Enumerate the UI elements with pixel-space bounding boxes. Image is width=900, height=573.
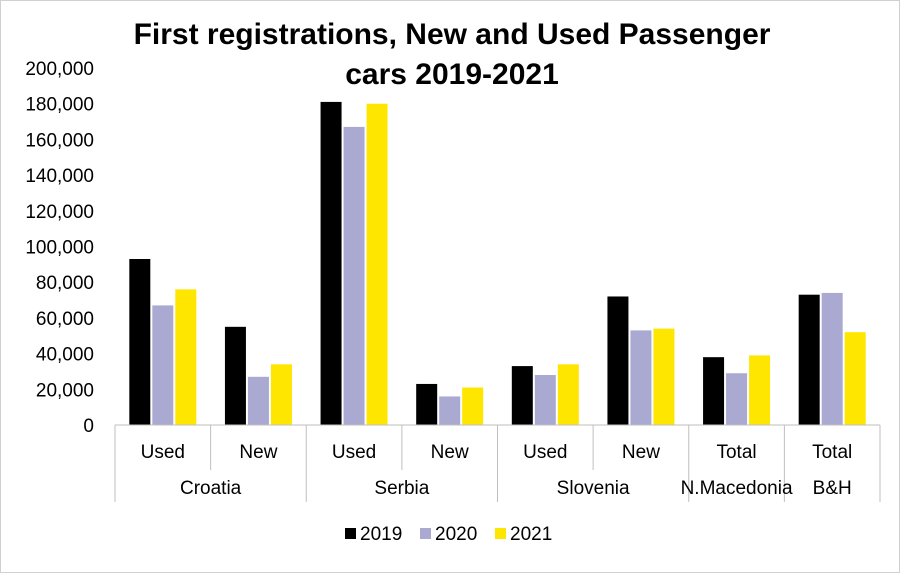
bar-2020 [821, 292, 843, 425]
y-tick-label: 60,000 [36, 309, 94, 330]
y-tick-label: 180,000 [25, 95, 94, 116]
legend-label-2021: 2021 [510, 524, 552, 545]
x-category-label: Used [523, 442, 567, 463]
x-group-label: Slovenia [557, 478, 630, 499]
y-tick-label: 160,000 [25, 130, 94, 151]
bar-2020 [534, 375, 556, 425]
chart-title-line-1: First registrations, New and Used Passen… [134, 18, 771, 51]
bar-2019 [607, 296, 629, 425]
x-group-label: Serbia [374, 478, 429, 499]
bar-2020 [247, 376, 269, 425]
y-tick-label: 140,000 [25, 166, 94, 187]
y-axis-tick-labels: 0 20,000 40,000 60,000 80,000 100,000 120,000 1… [25, 59, 94, 437]
x-group-label: B&H [813, 478, 852, 499]
legend-label-2020: 2020 [435, 524, 477, 545]
x-group-label: N.Macedonia [681, 478, 793, 499]
y-tick-label: 20,000 [36, 380, 94, 401]
legend-swatch-2021 [495, 528, 506, 539]
legend-swatch-2019 [345, 528, 356, 539]
y-tick-label: 0 [83, 416, 94, 437]
bar-2021 [557, 364, 579, 425]
bar-2019 [798, 294, 820, 425]
x-category-label: Used [141, 442, 185, 463]
bar-2021 [270, 364, 292, 425]
bar-2021 [844, 332, 866, 425]
bar-2021 [366, 103, 388, 425]
bar-2020 [630, 330, 652, 425]
bars [129, 101, 866, 425]
bar-2019 [511, 366, 533, 425]
bar-2020 [343, 126, 365, 425]
bar-2020 [152, 305, 174, 425]
bar-2019 [129, 258, 151, 425]
legend-label-2019: 2019 [360, 524, 402, 545]
bar-2021 [653, 328, 675, 425]
x-group-label: Croatia [180, 478, 242, 499]
y-tick-label: 80,000 [36, 273, 94, 294]
bar-2021 [175, 289, 197, 425]
bar-2021 [462, 387, 484, 425]
y-tick-label: 120,000 [25, 202, 94, 223]
x-axis: Used New Used New Used New Total Total Croatia Se… [114, 424, 881, 502]
x-category-label: New [431, 442, 469, 463]
bar-2019 [703, 357, 725, 425]
bar-2019 [416, 383, 438, 425]
bar-2020 [726, 373, 748, 425]
y-tick-label: 40,000 [36, 345, 94, 366]
chart-title-line-2: cars 2019-2021 [345, 58, 559, 91]
x-category-label: Total [812, 442, 852, 463]
y-tick-label: 200,000 [25, 59, 94, 80]
bar-2019 [224, 326, 246, 425]
bar-2020 [439, 396, 461, 425]
bar-2019 [320, 101, 342, 425]
x-category-label: New [239, 442, 277, 463]
legend: 2019 2020 2021 [345, 524, 552, 545]
x-category-label: Total [716, 442, 756, 463]
x-category-label: Used [332, 442, 376, 463]
bar-2021 [749, 355, 771, 425]
legend-swatch-2020 [420, 528, 431, 539]
x-category-label: New [622, 442, 660, 463]
y-tick-label: 100,000 [25, 238, 94, 259]
